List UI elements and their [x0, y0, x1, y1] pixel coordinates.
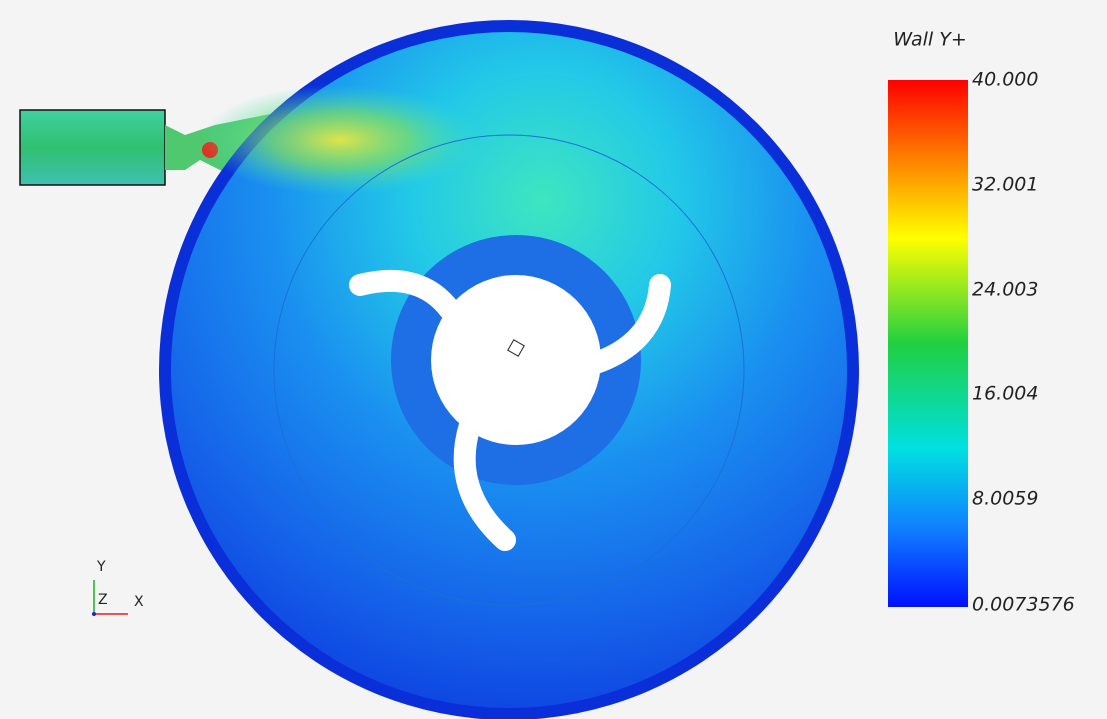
colorbar-label: 8.0059 — [972, 488, 1038, 510]
viewport: Wall Y+ 40.000 32.001 24.003 16.004 8.00… — [0, 0, 1107, 719]
triad-label: Y — [96, 559, 106, 575]
colorbar-label: 40.000 — [972, 69, 1038, 91]
axis-triad: Y Z X — [92, 559, 144, 616]
colorbar-label: 24.003 — [972, 279, 1038, 301]
triad-label: Z — [98, 592, 108, 608]
geometry — [20, 20, 859, 719]
colorbar-label: 32.001 — [972, 174, 1038, 196]
colorbar-scale — [888, 80, 968, 607]
triad-label: X — [134, 594, 144, 610]
page: Wall Y+ 40.000 32.001 24.003 16.004 8.00… — [0, 0, 1107, 719]
triad-z-axis — [92, 612, 96, 616]
hot-zone — [200, 85, 480, 195]
colorbar-label: 16.004 — [972, 383, 1038, 405]
colorbar-label: 0.0073576 — [972, 594, 1075, 616]
colorbar-title: Wall Y+ — [893, 29, 967, 51]
inlet-pipe — [20, 110, 165, 185]
colorbar: Wall Y+ 40.000 32.001 24.003 16.004 8.00… — [888, 29, 1075, 616]
